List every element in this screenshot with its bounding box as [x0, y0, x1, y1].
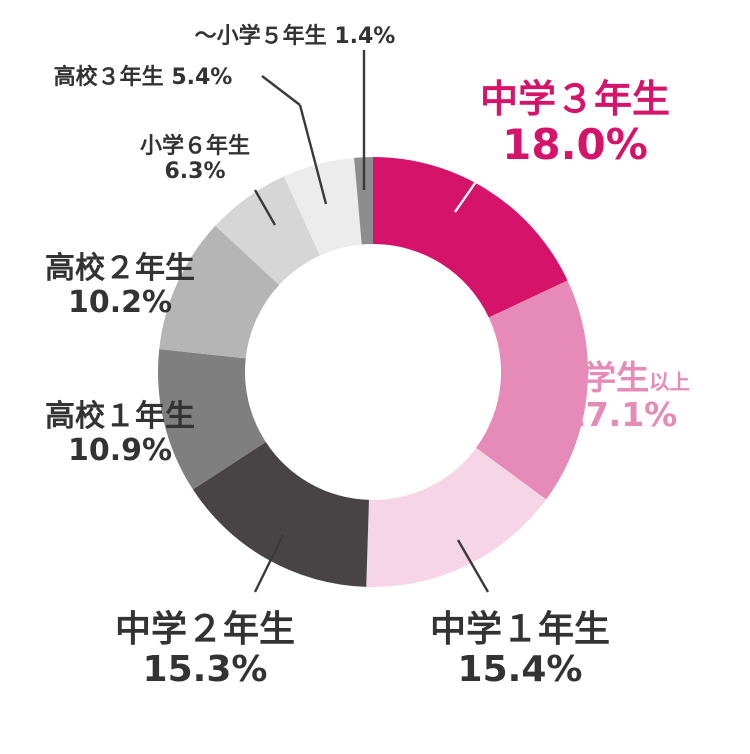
label-koko-2-name: 高校２年生 — [45, 251, 195, 286]
label-chugaku-3: 中学３年生 18.0% — [455, 78, 695, 168]
label-shogaku-5-under: 〜小学５年生 1.4% — [165, 24, 425, 50]
label-daigakusei-suffix: 以上 — [649, 370, 690, 394]
label-koko-1-name: 高校１年生 — [45, 399, 195, 434]
label-shogaku-6-name: 小学６年生 — [139, 134, 250, 159]
label-chugaku-3-value: 18.0% — [502, 119, 648, 169]
label-koko-2-value: 10.2% — [67, 284, 173, 320]
leader-line — [253, 534, 285, 593]
label-chugaku-2-value: 15.3% — [142, 649, 268, 691]
slice-chugaku-2 — [192, 441, 369, 587]
label-shogaku-6: 小学６年生 6.3% — [115, 134, 275, 184]
label-chugaku-2: 中学２年生 15.3% — [85, 609, 325, 691]
label-shogaku-5-under-name: 〜小学５年生 — [194, 24, 327, 49]
leader-line — [454, 152, 497, 213]
label-koko-3-name: 高校３年生 — [53, 65, 164, 90]
label-koko-3: 高校３年生 5.4% — [28, 65, 258, 91]
leader-line — [298, 104, 328, 205]
leader-line — [261, 75, 301, 106]
slice-chugaku-1 — [366, 447, 547, 587]
slice-shogaku-5-under — [354, 157, 373, 245]
slice-koko-2 — [159, 225, 280, 359]
label-chugaku-3-name: 中学３年生 — [479, 77, 670, 121]
leader-line — [456, 539, 490, 593]
label-shogaku-6-value: 6.3% — [164, 158, 226, 184]
label-koko-1: 高校１年生 10.9% — [20, 400, 220, 467]
label-koko-1-value: 10.9% — [67, 432, 173, 468]
label-daigakusei: 大学生以上 17.1% — [520, 358, 720, 434]
label-chugaku-1-value: 15.4% — [457, 649, 583, 691]
label-daigakusei-value: 17.1% — [562, 394, 678, 434]
slice-shogaku-6 — [215, 176, 320, 285]
slice-koko-3 — [283, 157, 362, 256]
label-chugaku-1: 中学１年生 15.4% — [400, 609, 640, 691]
slice-daigakusei — [476, 280, 588, 500]
label-chugaku-1-name: 中学１年生 — [429, 609, 610, 650]
label-shogaku-5-under-value: 1.4% — [334, 24, 396, 49]
leader-line — [253, 189, 277, 226]
label-koko-3-value: 5.4% — [171, 65, 233, 90]
label-chugaku-2-name: 中学２年生 — [114, 609, 295, 650]
slice-koko-1 — [157, 349, 266, 490]
slice-chugaku-3 — [373, 157, 568, 318]
label-daigakusei-name: 大学生 — [550, 358, 650, 397]
label-koko-2: 高校２年生 10.2% — [20, 252, 220, 319]
